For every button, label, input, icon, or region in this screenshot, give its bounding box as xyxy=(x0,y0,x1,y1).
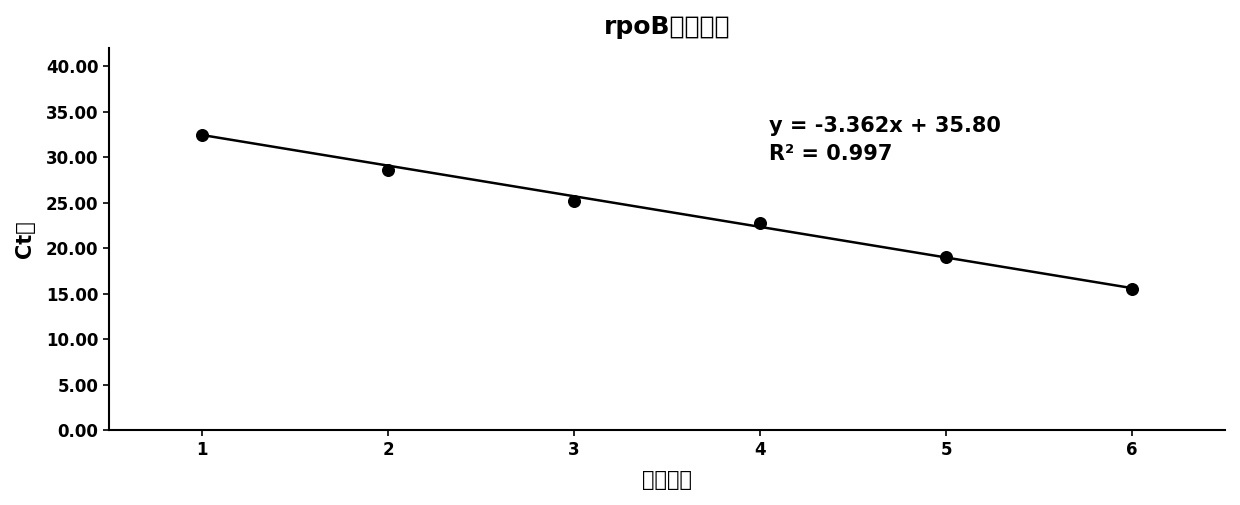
Point xyxy=(936,252,956,261)
Point xyxy=(750,219,770,227)
X-axis label: 浓度梯度: 浓度梯度 xyxy=(642,470,692,490)
Y-axis label: Ct值: Ct值 xyxy=(15,220,35,258)
Point xyxy=(564,196,584,205)
Text: y = -3.362x + 35.80
R² = 0.997: y = -3.362x + 35.80 R² = 0.997 xyxy=(769,116,1001,164)
Title: rpoB基因引物: rpoB基因引物 xyxy=(604,15,730,39)
Point xyxy=(1122,285,1142,293)
Point xyxy=(378,166,398,174)
Point xyxy=(192,131,212,139)
